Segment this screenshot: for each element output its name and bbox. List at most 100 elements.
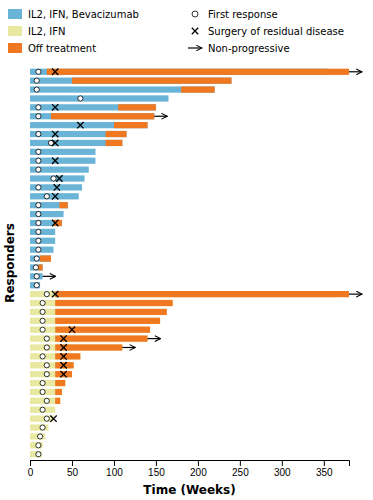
x-tick-label: 150 — [148, 467, 165, 478]
legend-swatch — [192, 28, 198, 34]
surgery-marker — [60, 371, 66, 377]
response-marker — [36, 238, 41, 243]
x-tick: 300 — [274, 460, 291, 478]
response-marker — [44, 363, 49, 368]
response-marker — [36, 105, 41, 110]
response-marker — [36, 203, 41, 208]
surgery-marker — [50, 415, 56, 421]
x-tick-mark — [198, 460, 199, 466]
bar — [30, 131, 127, 137]
bar — [30, 389, 62, 395]
legend-label: IL2, IFN — [28, 26, 65, 37]
bar — [38, 264, 42, 270]
x-tick-label: 250 — [232, 467, 249, 478]
bar — [30, 255, 51, 261]
bar — [30, 78, 231, 84]
bar — [30, 335, 148, 341]
response-marker — [44, 372, 49, 377]
surgery-marker — [52, 193, 58, 199]
bar — [30, 264, 43, 270]
response-marker — [36, 131, 41, 136]
legend-label: Surgery of residual disease — [208, 26, 344, 37]
x-tick-mark — [30, 460, 31, 466]
bar — [30, 211, 64, 217]
bar — [55, 371, 72, 377]
legend-label: IL2, IFN, Bevacizumab — [28, 9, 139, 20]
bar — [55, 318, 160, 324]
response-marker — [44, 336, 49, 341]
surgery-marker — [52, 220, 58, 226]
annotations — [43, 72, 362, 348]
y-axis-title: Responders — [3, 223, 17, 303]
marks — [30, 69, 349, 458]
bar — [30, 416, 54, 422]
x-tick-mark — [324, 460, 325, 466]
bar — [30, 300, 173, 306]
response-marker — [36, 229, 41, 234]
response-marker — [36, 452, 41, 457]
surgery-marker — [52, 291, 58, 297]
response-marker — [40, 300, 45, 305]
response-marker — [40, 407, 45, 412]
response-marker — [40, 327, 45, 332]
surgery-marker — [52, 69, 58, 75]
bar — [55, 389, 62, 395]
response-marker — [78, 96, 83, 101]
response-marker — [44, 398, 49, 403]
response-marker — [51, 176, 56, 181]
bar — [30, 371, 72, 377]
arrow — [43, 276, 56, 277]
surgery-marker — [54, 184, 60, 190]
arrow — [148, 338, 161, 339]
response-marker — [44, 292, 49, 297]
bar — [55, 335, 147, 341]
bar — [114, 122, 148, 128]
legend-item: IL2, IFN, Bevacizumab — [8, 9, 139, 20]
bar — [30, 158, 95, 164]
legend-item: Surgery of residual disease — [192, 26, 344, 37]
x-tick: 100 — [106, 460, 123, 478]
bar — [30, 273, 43, 279]
arrow — [154, 116, 167, 117]
bar — [181, 86, 215, 92]
response-marker — [40, 425, 45, 430]
x-tick-mark — [114, 460, 115, 466]
bar — [30, 353, 80, 359]
response-marker — [36, 149, 41, 154]
response-marker — [34, 274, 39, 279]
x-tick-mark — [72, 460, 73, 466]
legend-swatch — [8, 26, 22, 36]
chart: 050100150200250300350Time (Weeks)Respond… — [0, 0, 373, 500]
response-marker — [34, 87, 39, 92]
bar-series — [30, 69, 328, 289]
bar — [55, 327, 150, 333]
legend-item: Non-progressive — [188, 43, 290, 54]
bar — [30, 184, 82, 190]
response-marker — [44, 194, 49, 199]
legend-item: First response — [192, 9, 278, 20]
response-marker — [40, 389, 45, 394]
bar — [30, 318, 160, 324]
legend: IL2, IFN, Bevacizumab IL2, IFN Off treatme… — [8, 9, 344, 54]
legend-item: Off treatment — [8, 43, 96, 54]
response-marker — [44, 345, 49, 350]
legend-swatch — [188, 47, 202, 48]
surgery-marker — [56, 175, 62, 181]
response-marker — [36, 114, 41, 119]
response-marker — [34, 283, 39, 288]
x-tick-label: 300 — [274, 467, 291, 478]
bar — [55, 380, 65, 386]
marker-series — [50, 69, 83, 422]
x-tick: 250 — [232, 460, 249, 478]
bar — [55, 291, 349, 297]
bar — [55, 362, 73, 368]
surgery-marker — [77, 122, 83, 128]
surgery-marker — [69, 327, 75, 333]
response-marker — [37, 434, 42, 439]
x-tick-label: 350 — [316, 467, 333, 478]
bar — [30, 247, 54, 253]
bar — [30, 282, 40, 288]
bar — [30, 202, 68, 208]
bar — [30, 442, 43, 448]
bar — [59, 202, 67, 208]
